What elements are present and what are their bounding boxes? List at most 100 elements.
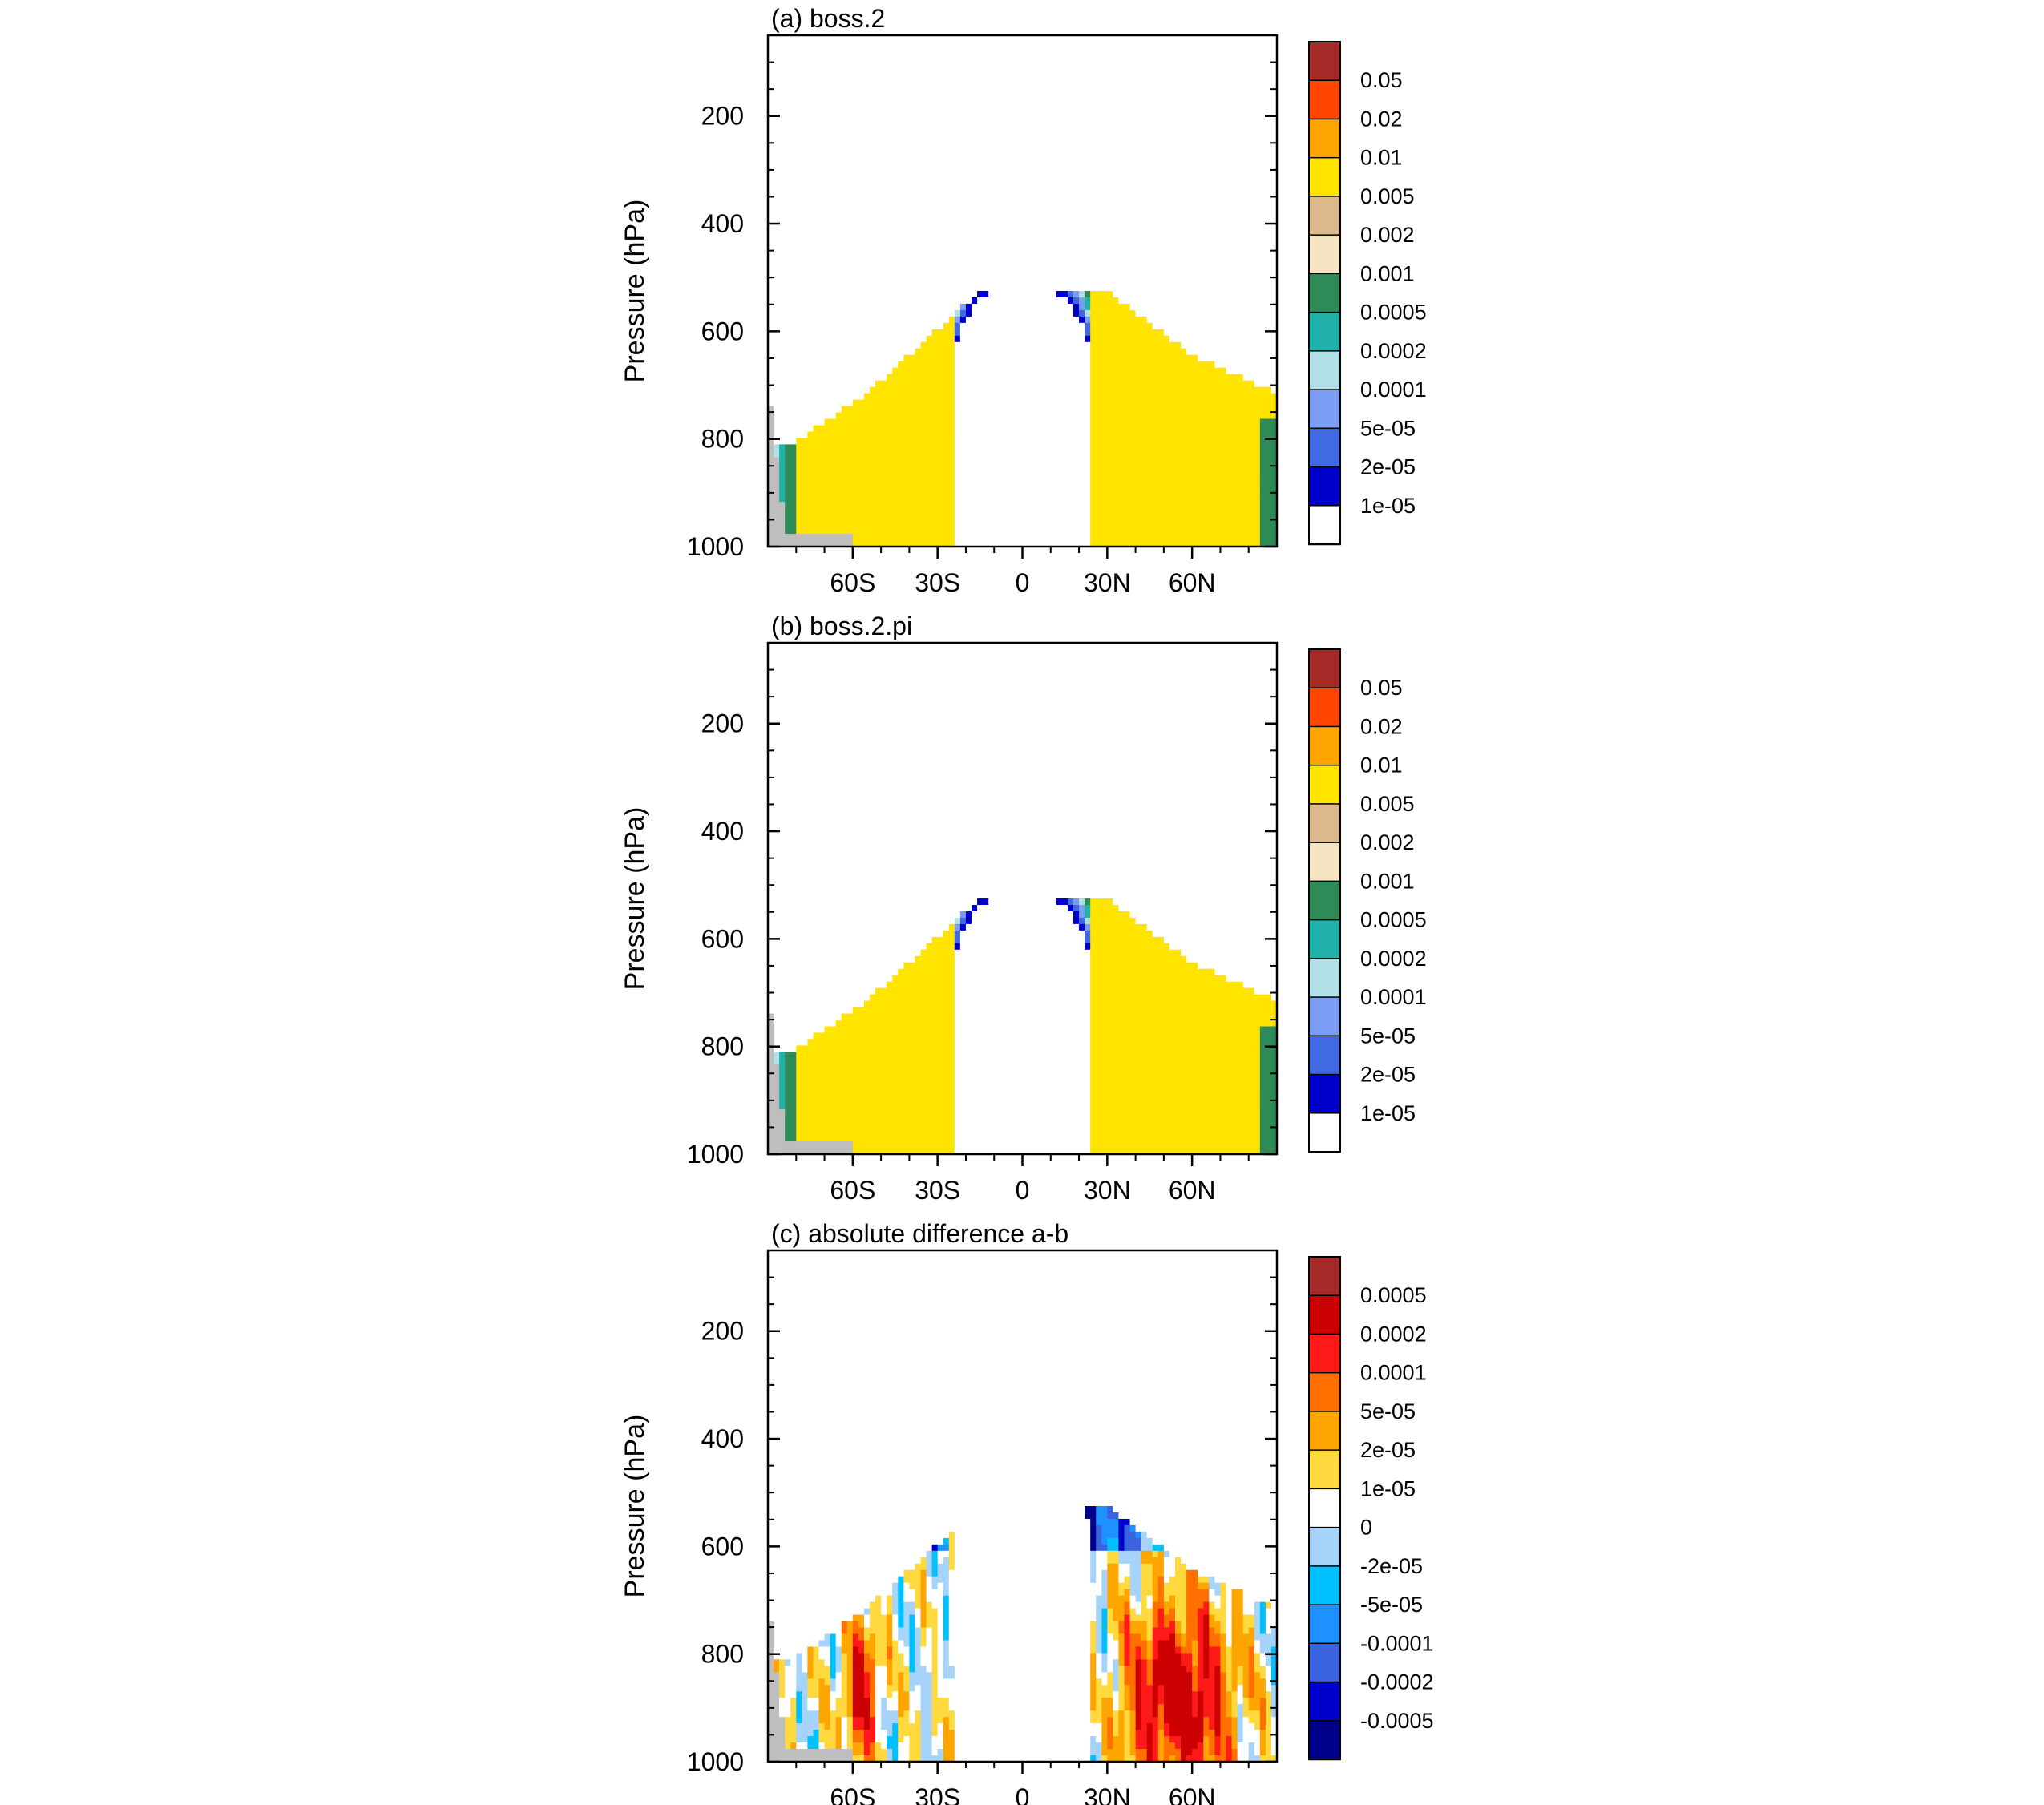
panel-title: (a) boss.2 — [771, 4, 885, 33]
colorbar-label: 0.001 — [1360, 261, 1415, 285]
colorbar-box — [1308, 1256, 1341, 1297]
x-tick-label: 0 — [1016, 568, 1030, 597]
colorbar-label: -0.0002 — [1360, 1670, 1434, 1694]
colorbar-label: 2e-05 — [1360, 455, 1416, 479]
x-tick-label: 30N — [1084, 568, 1131, 597]
x-tick-label: 30S — [915, 568, 960, 597]
panel-c: 200 400 600 800 1000 60S 30S 0 30N 60N (c) absolut… — [620, 1219, 1434, 1805]
panel-title: (b) boss.2.pi — [771, 612, 912, 640]
colorbar-box — [1308, 880, 1341, 921]
colorbar-label: 5e-05 — [1360, 416, 1416, 440]
colorbar-label: 0.005 — [1360, 184, 1415, 208]
y-tick-label: 600 — [701, 317, 744, 345]
colorbar-label: 0 — [1360, 1516, 1372, 1540]
colorbar-label: 1e-05 — [1360, 494, 1416, 518]
colorbar-box — [1308, 687, 1341, 728]
x-tick-label: 60N — [1169, 1176, 1216, 1205]
contour-field — [768, 1250, 1278, 1763]
colorbar-box — [1308, 1333, 1341, 1374]
colorbar-box — [1308, 273, 1341, 313]
x-tick-label: 0 — [1016, 1176, 1030, 1205]
colorbar-box — [1308, 803, 1341, 844]
y-tick-label: 600 — [701, 924, 744, 953]
y-tick-label: 600 — [701, 1532, 744, 1561]
colorbar-box — [1308, 1488, 1341, 1528]
colorbar: 0.05 0.02 0.01 0.005 0.002 0.001 0.0005 0.0002 0… — [1308, 648, 1427, 1153]
colorbar-label: 0.0001 — [1360, 985, 1427, 1009]
panel-b: 200 400 600 800 1000 60S 30S 0 30N 60N (b) boss.2.… — [620, 612, 1427, 1205]
colorbar-label: 0.02 — [1360, 714, 1403, 738]
colorbar-frame — [1308, 1256, 1341, 1760]
contour-field — [768, 35, 1278, 547]
y-tick-label: 800 — [701, 1640, 744, 1669]
colorbar-label: 2e-05 — [1360, 1063, 1416, 1087]
colorbar-label: 0.0005 — [1360, 301, 1427, 325]
x-tick-label: 30N — [1084, 1176, 1131, 1205]
colorbar-box — [1308, 234, 1341, 275]
colorbar-box — [1308, 389, 1341, 430]
contour-field — [768, 643, 1278, 1155]
colorbar-box — [1308, 350, 1341, 391]
colorbar-box — [1308, 1526, 1341, 1568]
y-axis-label: Pressure (hPa) — [620, 200, 650, 383]
x-tick-label: 60N — [1169, 1783, 1216, 1805]
y-axis-label: Pressure (hPa) — [620, 807, 650, 991]
colorbar-label: 0.0005 — [1360, 1283, 1427, 1307]
x-tick-label: 60S — [830, 1783, 875, 1805]
colorbar-label: -0.0005 — [1360, 1709, 1434, 1733]
x-tick-label: 30N — [1084, 1783, 1131, 1805]
colorbar-label: 1e-05 — [1360, 1476, 1416, 1500]
colorbar-label: 0.0002 — [1360, 339, 1427, 363]
y-tick-label: 1000 — [687, 1140, 744, 1169]
colorbar-label: 0.005 — [1360, 792, 1415, 816]
colorbar-frame — [1308, 648, 1341, 1153]
colorbar-label: 0.0005 — [1360, 908, 1427, 932]
colorbar-box — [1308, 764, 1341, 806]
colorbar-box — [1308, 1035, 1341, 1076]
colorbar-label: 2e-05 — [1360, 1438, 1416, 1462]
colorbar-label: 0.001 — [1360, 869, 1415, 893]
panel-a: 200 400 600 800 1000 60S 30S 0 30N 60N (a) boss.2 P… — [620, 4, 1427, 597]
y-axis-label: Pressure (hPa) — [620, 1415, 650, 1598]
colorbar-label: 0.05 — [1360, 676, 1403, 700]
y-tick-label: 400 — [701, 209, 744, 238]
colorbar-label: 0.002 — [1360, 223, 1415, 247]
y-tick-label: 200 — [701, 1317, 744, 1346]
colorbar-box — [1308, 996, 1341, 1037]
y-tick-label: 400 — [701, 817, 744, 846]
colorbar-label: -5e-05 — [1360, 1593, 1423, 1617]
colorbar-box — [1308, 842, 1341, 882]
colorbar-box — [1308, 1449, 1341, 1490]
colorbar-label: 1e-05 — [1360, 1101, 1416, 1125]
colorbar-label: -0.0001 — [1360, 1631, 1434, 1655]
colorbar-label: 0.0001 — [1360, 378, 1427, 402]
colorbar-box — [1308, 1681, 1341, 1722]
colorbar-label: 0.0001 — [1360, 1361, 1427, 1385]
y-tick-label: 1000 — [687, 1747, 744, 1776]
colorbar-box — [1308, 1604, 1341, 1645]
colorbar-box — [1308, 1294, 1341, 1335]
colorbar-box — [1308, 958, 1341, 999]
colorbar-label: 0.02 — [1360, 107, 1403, 131]
y-tick-label: 800 — [701, 1032, 744, 1061]
colorbar-label: 0.002 — [1360, 830, 1415, 854]
x-tick-label: 60N — [1169, 568, 1216, 597]
colorbar-label: 0.01 — [1360, 753, 1403, 777]
colorbar-box — [1308, 79, 1341, 120]
colorbar-label: -2e-05 — [1360, 1554, 1423, 1578]
panel-title: (c) absolute difference a-b — [771, 1219, 1068, 1248]
x-tick-label: 30S — [915, 1783, 960, 1805]
colorbar-box — [1308, 196, 1341, 236]
colorbar-box — [1308, 1642, 1341, 1683]
colorbar-label: 5e-05 — [1360, 1024, 1416, 1048]
y-tick-label: 800 — [701, 425, 744, 454]
colorbar-frame — [1308, 41, 1341, 545]
colorbar-label: 0.0002 — [1360, 947, 1427, 971]
colorbar-box — [1308, 648, 1341, 689]
y-tick-label: 200 — [701, 709, 744, 738]
colorbar-label: 0.05 — [1360, 68, 1403, 92]
colorbar-box — [1308, 427, 1341, 468]
x-tick-label: 30S — [915, 1176, 960, 1205]
y-tick-label: 200 — [701, 102, 744, 131]
